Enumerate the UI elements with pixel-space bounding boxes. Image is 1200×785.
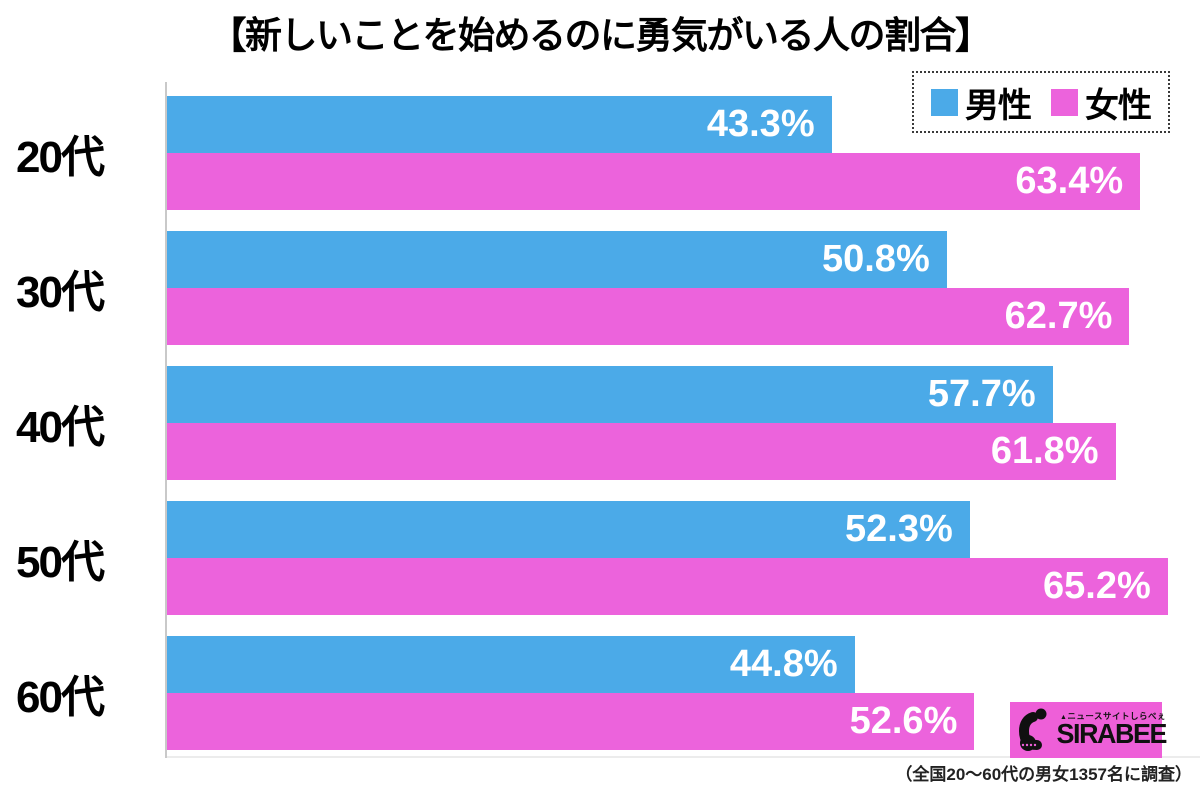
bar-group: 20代 43.3% 63.4% [0, 96, 1200, 210]
bar-male: 52.3% [167, 501, 970, 558]
legend-swatch-male-icon [931, 88, 958, 116]
y-axis-line [165, 82, 167, 758]
bar-value-label: 63.4% [1015, 160, 1124, 202]
bar-female: 62.7% [167, 288, 1130, 345]
x-axis-baseline [167, 756, 1200, 758]
legend: 男性 女性 [912, 71, 1170, 133]
category-label: 20代 [16, 133, 105, 182]
bar-group: 60代 44.8% 52.6% [0, 636, 1200, 750]
bar-male: 44.8% [167, 636, 855, 693]
bar-value-label: 57.7% [927, 373, 1036, 415]
bar-group: 40代 57.7% 61.8% [0, 366, 1200, 480]
chart-title: 【新しいことを始めるのに勇気がいる人の割合】 [209, 15, 993, 56]
bar-value-label: 44.8% [729, 643, 838, 685]
legend-swatch-female-icon [1051, 88, 1078, 116]
sirabee-tagline: ▲ニュースサイトしらべぇ [1059, 711, 1166, 722]
legend-label-male: 男性 [965, 86, 1032, 125]
bar-group: 50代 52.3% 65.2% [0, 501, 1200, 615]
bar-value-label: 52.3% [845, 508, 953, 550]
category-label: 50代 [16, 538, 105, 587]
bee-icon: ▲ [1059, 714, 1068, 722]
bar-pair: 43.3% 63.4% [167, 96, 1200, 210]
bar-group: 30代 50.8% 62.7% [0, 231, 1200, 345]
category-label: 40代 [16, 403, 105, 452]
legend-label-female: 女性 [1085, 86, 1152, 125]
bar-pair: 44.8% 52.6% [167, 636, 1200, 750]
bar-male: 57.7% [167, 366, 1053, 423]
bar-pair: 52.3% 65.2% [167, 501, 1200, 615]
bar-female: 52.6% [167, 693, 975, 750]
sirabee-mark-icon [1015, 705, 1049, 756]
legend-item-male: 男性 [931, 78, 1032, 127]
bar-value-label: 65.2% [1043, 565, 1151, 607]
bar-value-label: 62.7% [1004, 295, 1113, 337]
footer-note: （全国20〜60代の男女1357名に調査） [895, 765, 1192, 784]
bar-value-label: 52.6% [849, 700, 958, 742]
category-label: 60代 [16, 673, 105, 722]
legend-item-female: 女性 [1051, 78, 1152, 127]
bar-value-label: 61.8% [990, 430, 1099, 472]
bar-male: 43.3% [167, 96, 832, 153]
sirabee-brand: SIRABEE [1056, 718, 1168, 750]
bar-female: 61.8% [167, 423, 1116, 480]
sirabee-logo: ▲ニュースサイトしらべぇ SIRABEE [1010, 702, 1167, 758]
bar-pair: 50.8% 62.7% [167, 231, 1200, 345]
bar-pair: 57.7% 61.8% [167, 366, 1200, 480]
bar-female: 63.4% [167, 153, 1141, 210]
bar-value-label: 43.3% [706, 103, 815, 145]
bar-value-label: 50.8% [821, 238, 930, 280]
bar-female: 65.2% [167, 558, 1168, 615]
category-label: 30代 [16, 268, 105, 317]
bar-male: 50.8% [167, 231, 947, 288]
sirabee-text-block: ▲ニュースサイトしらべぇ SIRABEE [1052, 711, 1168, 750]
